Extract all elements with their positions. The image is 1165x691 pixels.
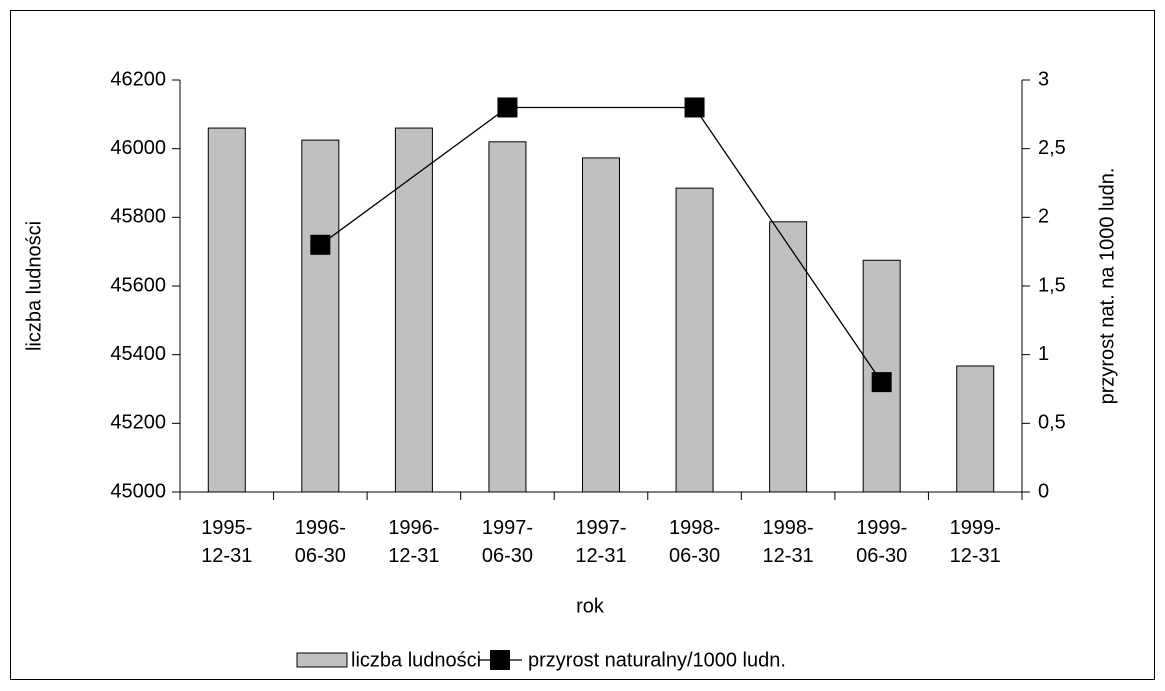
bar [301,139,340,493]
x-tick-label: 1999-06-30 [856,517,908,567]
bar [394,127,433,493]
x-tick-label: 1997-12-31 [575,517,627,567]
y-tick-label: 46200 [110,68,166,90]
bar [488,141,527,493]
legend-marker [490,650,510,670]
x-tick-label: 1995-12-31 [201,517,253,567]
y2-tick-label: 3 [1038,68,1049,90]
line-marker [497,97,518,118]
x-axis-label: rok [576,595,605,617]
bar [582,157,620,493]
x-tick-label: 1997-06-30 [481,517,534,567]
bar [956,365,995,493]
line-marker [684,97,705,118]
x-tick-label: 1996-06-30 [294,517,346,567]
y2-tick-label: 2,5 [1038,137,1066,159]
x-tick-label: 1998-06-30 [668,517,721,567]
bar [207,127,246,493]
y-tick-label: 46000 [110,137,166,159]
y2-tick-label: 1 [1038,343,1049,365]
bar [769,221,808,493]
y-axis-label: liczba ludności [23,221,45,351]
y2-tick-label: 1,5 [1038,274,1066,296]
line-marker [310,234,331,255]
y-tick-label: 45200 [110,412,166,434]
y-tick-label: 45400 [110,343,166,365]
y-tick-label: 45800 [110,206,166,228]
y2-tick-label: 2 [1038,206,1049,228]
line-marker [871,372,892,393]
y2-tick-label: 0 [1038,480,1049,502]
y2-tick-label: 0,5 [1038,412,1066,434]
legend-label: przyrost naturalny/1000 ludn. [528,649,786,671]
y-tick-label: 45000 [110,480,166,502]
y2-axis-label: przyrost nat. na 1000 ludn. [1096,168,1118,405]
x-tick-label: 1996-12-31 [388,517,440,567]
x-tick-label: 1999-12-31 [949,517,1001,567]
bar [675,187,714,493]
y-tick-label: 45600 [110,274,166,296]
legend-swatch [296,652,348,668]
line [319,106,883,383]
x-tick-label: 1998-12-31 [762,517,814,567]
legend-label: liczba ludności [351,649,481,671]
